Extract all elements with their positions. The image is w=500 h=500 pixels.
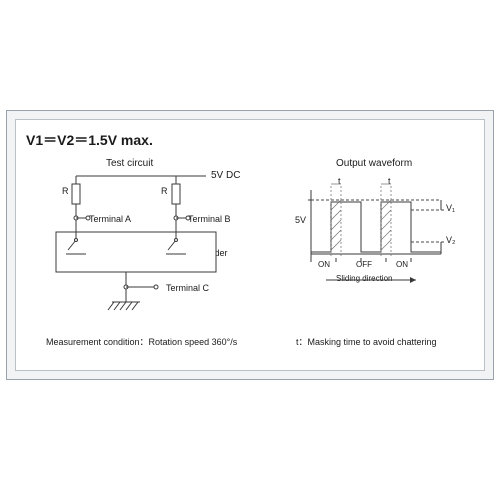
test-circuit-heading: Test circuit	[106, 158, 153, 169]
figure-outer-panel: V1＝V2＝1.5V max. Test circuit 5V DC R R T…	[6, 110, 494, 380]
footer-right: t：Masking time to avoid chattering	[296, 335, 437, 348]
figure-inner-panel: V1＝V2＝1.5V max. Test circuit 5V DC R R T…	[15, 119, 485, 371]
footer-left: Measurement condition：Rotation speed 360…	[46, 335, 237, 348]
figure-title: V1＝V2＝1.5V max.	[26, 130, 153, 150]
circuit-diagram	[46, 172, 246, 322]
waveform-diagram	[296, 180, 476, 290]
waveform-heading: Output waveform	[336, 158, 412, 169]
